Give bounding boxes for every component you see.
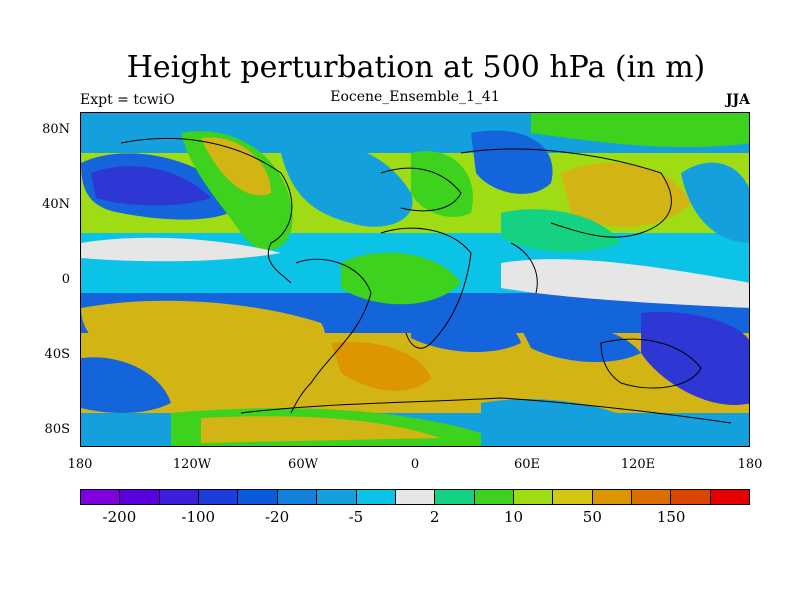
colorbar-label: 150 [656, 508, 686, 526]
contour-southern-ocean-high [331, 342, 431, 391]
lon-tick-60w: 60W [288, 457, 318, 472]
lat-tick-0: 0 [61, 272, 70, 287]
colorbar-label: -20 [264, 508, 290, 526]
contour-north-pacific-core [91, 166, 211, 206]
contour-indian-ocean-low [521, 324, 641, 363]
colorbar-segment [199, 490, 239, 504]
colorbar-segment [592, 490, 633, 504]
continent-outlines [120, 137, 732, 424]
colorbar-segment [356, 490, 396, 504]
colorbar-label: 10 [503, 508, 524, 526]
outline-india [510, 242, 538, 294]
colorbar-segment [395, 490, 436, 504]
colorbar-segment [277, 490, 318, 504]
lon-tick-180e: 180 [737, 457, 763, 472]
lon-tick-120w: 120W [172, 457, 212, 472]
contour-equatorial-neutral-west [81, 237, 281, 262]
contour-europe-high [411, 151, 473, 217]
colorbar-segment [159, 490, 200, 504]
ensemble-label: Eocene_Ensemble_1_41 [330, 89, 500, 105]
contour-map [81, 113, 749, 446]
colorbar-label: 50 [582, 508, 602, 526]
colorbar-segment [435, 490, 475, 504]
map-title: Height perturbation at 500 hPa (in m) [126, 50, 706, 85]
lat-tick-40n: 40N [42, 197, 70, 212]
lon-tick-120e: 120E [620, 457, 656, 472]
colorbar-segment [317, 490, 357, 504]
experiment-label: Expt = tcwiO [80, 92, 175, 108]
contour-south-pacific-high [81, 300, 325, 375]
colorbar [80, 489, 750, 505]
outline-antarctica [240, 397, 732, 424]
contour-north-west-pacific-low [681, 162, 749, 243]
colorbar-segment [632, 490, 672, 504]
colorbar-segment [120, 490, 160, 504]
colorbar-label: -200 [102, 508, 137, 526]
colorbar-segment [474, 490, 514, 504]
contour-south-atlantic-low [411, 309, 521, 353]
colorbar-label: 2 [429, 508, 440, 526]
outline-south-america [290, 258, 372, 414]
contour-indian-high [501, 209, 621, 253]
contour-australia-low [641, 312, 749, 405]
contour-north-atlantic-low [281, 143, 413, 227]
lon-tick-0: 0 [410, 457, 420, 472]
contour-tropical-high [341, 252, 461, 305]
contour-asia-low [471, 130, 553, 194]
colorbar-label: -5 [348, 508, 364, 526]
colorbar-label: -100 [181, 508, 216, 526]
contour-equatorial-neutral-east [501, 259, 749, 308]
colorbar-segment [553, 490, 593, 504]
contour-arctic-high [531, 113, 749, 148]
colorbar-segment [513, 490, 554, 504]
colorbar-segment [81, 490, 121, 504]
lat-tick-80n: 80N [42, 122, 70, 137]
lon-tick-180w: 180 [67, 457, 93, 472]
contour-south-pacific-low [81, 357, 171, 413]
outline-africa [380, 227, 472, 349]
contour-north-america-high [181, 131, 293, 250]
map-panel [80, 112, 750, 447]
contour-north-america-core [201, 137, 271, 196]
contour-east-asia-high [561, 163, 691, 227]
outline-australia [600, 338, 702, 389]
contour-antarctic-low-east [481, 399, 641, 446]
lat-tick-80s: 80S [44, 422, 70, 437]
outline-north-america [120, 137, 293, 284]
season-label: JJA [725, 92, 750, 108]
colorbar-segment [671, 490, 711, 504]
lat-tick-40s: 40S [44, 347, 70, 362]
lon-tick-60e: 60E [513, 457, 541, 472]
colorbar-segment [710, 490, 750, 504]
contour-antarctic-core [201, 416, 441, 443]
outline-europe [380, 167, 462, 212]
colorbar-segment [238, 490, 278, 504]
outline-asia [460, 148, 672, 238]
